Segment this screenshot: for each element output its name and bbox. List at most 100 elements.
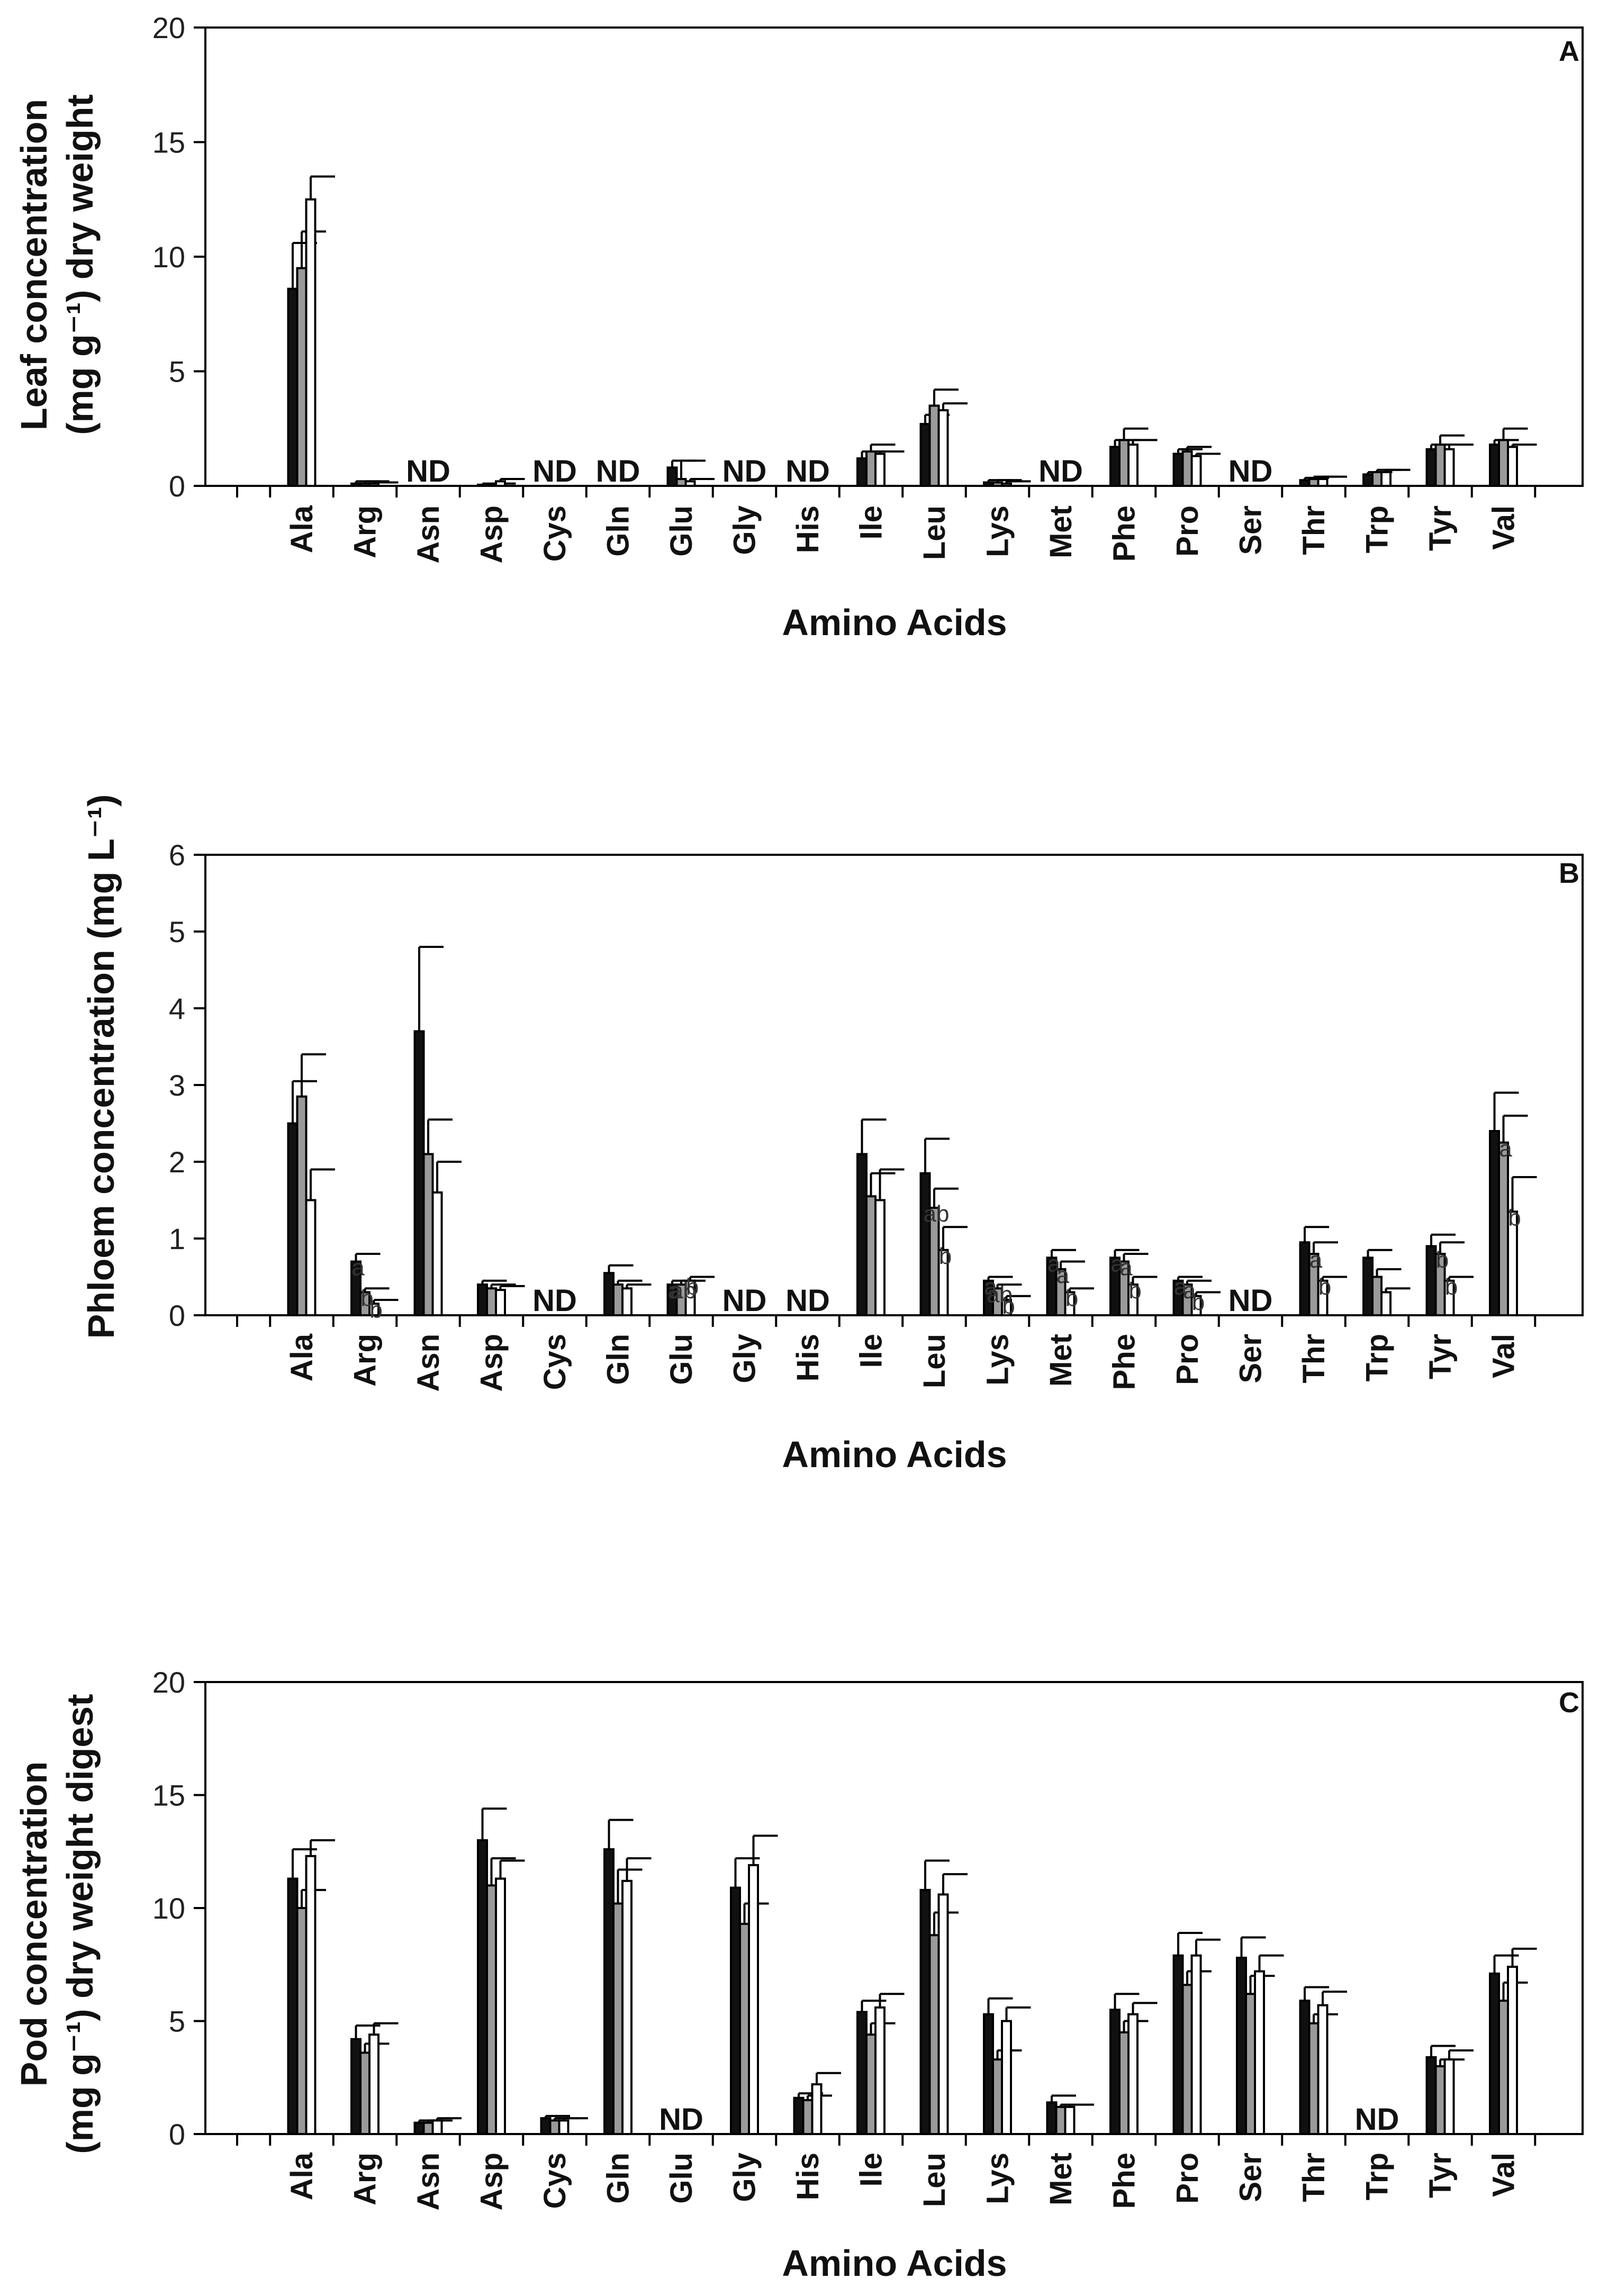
panel-a-ytick-label: 10 [152, 240, 185, 274]
panel-b-significance-letter: b [360, 1286, 373, 1312]
panel-b-bar-series3 [1380, 1291, 1392, 1316]
panel-c-bar-series1 [477, 1839, 488, 2135]
panel-b-bar-series3 [874, 1199, 886, 1316]
panel-a-bar-series3 [1001, 482, 1012, 487]
panel-a-bar-series3 [1127, 444, 1139, 487]
panel-a-category-label: Asn [411, 505, 446, 564]
panel-b-significance-letter: b [369, 1297, 382, 1323]
panel-c-bar-series2 [928, 1934, 940, 2135]
panel-b-category-label: Met [1044, 1334, 1078, 1387]
panel-b-bar-series1 [1489, 1130, 1500, 1316]
panel-c-bar-series3 [874, 2006, 886, 2135]
panel-a-bar-series2 [1181, 450, 1193, 487]
panel-c-category-label: Trp [1360, 2153, 1395, 2200]
panel-a-bar-series1 [350, 482, 362, 487]
panel-b-category-label: Tyr [1423, 1334, 1458, 1379]
panel-c-bar-series1 [603, 1848, 615, 2135]
panel-c-category-label: Ser [1234, 2153, 1268, 2202]
panel-c-bar-series2 [549, 2119, 561, 2135]
panel-c-bar-series1 [919, 1888, 931, 2136]
panel-b-bar-series3 [431, 1191, 443, 1316]
panel-c-nd-label: ND [1355, 2102, 1399, 2137]
panel-a-category-label: Ile [854, 505, 889, 540]
panel-a-bar-series2 [359, 482, 371, 487]
panel-c-bar-series2 [1434, 2065, 1446, 2135]
panel-a-category-label: Lys [981, 505, 1015, 557]
panel-b-category-label: Gln [601, 1334, 636, 1385]
panel-b-significance-letter: a [1119, 1255, 1133, 1281]
panel-a-bar-series2 [865, 450, 877, 487]
panel-c-category-label: Gly [728, 2153, 762, 2202]
panel-b-category-label: Glu [664, 1334, 699, 1385]
panel-c-bar-series1 [350, 2038, 362, 2135]
panel-b-bar-series2 [1371, 1276, 1383, 1316]
panel-b-ytick-label: 1 [169, 1222, 185, 1255]
panel-b-significance-letter: ab [671, 1278, 697, 1304]
panel-b-significance-letter: a [351, 1255, 365, 1281]
panel-a-category-label: Cys [538, 505, 572, 562]
panel-c-bar-series3 [937, 1893, 949, 2135]
panel-b-bar-series3 [305, 1199, 317, 1316]
panel-a-bar-series3 [305, 198, 317, 487]
panel-c-bar-series1 [983, 2013, 994, 2135]
panel-c-bar-series2 [865, 2033, 877, 2136]
panel-b-ytick-label: 2 [169, 1145, 185, 1179]
panel-c-bar-series1 [856, 2011, 868, 2135]
panel-a-frame [204, 26, 1584, 487]
panel-a-bar-series3 [1443, 448, 1455, 487]
panel-a-bar-series3 [684, 480, 696, 487]
panel-c-category-label: Glu [664, 2153, 699, 2204]
panel-b-bar-series3 [495, 1289, 506, 1316]
panel-c-bar-series3 [748, 1864, 759, 2136]
panel-c-category-label: Asp [475, 2153, 509, 2211]
panel-a-bar-series2 [1434, 444, 1446, 487]
panel-c-bar-series1 [1299, 2000, 1311, 2136]
panel-c-bar-series2 [422, 2121, 434, 2135]
panel-c-bar-series3 [431, 2119, 443, 2135]
panel-a-nd-label: ND [1228, 454, 1273, 489]
panel-c-category-label: Ala [285, 2152, 319, 2200]
panel-a-bar-series1 [477, 483, 488, 487]
panel-b-category-label: His [791, 1334, 825, 1381]
panel-b-ytick-label: 3 [169, 1069, 185, 1102]
panel-a-bar-series3 [1317, 478, 1329, 487]
panel-b-significance-letter: b [939, 1243, 952, 1269]
panel-a-nd-label: ND [785, 454, 830, 489]
panel-c-ytick-label: 5 [169, 2005, 185, 2038]
panel-c-category-label: Pro [1170, 2153, 1205, 2204]
panel-a-bar-series3 [874, 453, 886, 487]
panel-c-bar-series1 [1425, 2056, 1437, 2136]
panel-a-ytick-label: 15 [152, 126, 185, 159]
panel-c-frame [204, 1681, 1584, 2135]
panel-a-bar-series2 [486, 483, 497, 487]
panel-b-bar-series1 [477, 1283, 488, 1316]
panel-b-bar-series1 [1362, 1257, 1374, 1316]
panel-b-bar-series1 [919, 1172, 931, 1316]
panel-b-significance-letter: a [1183, 1278, 1196, 1304]
panel-c-xlabel: Amino Acids [782, 2243, 1007, 2284]
panel-b-category-label: Pro [1170, 1334, 1205, 1385]
panel-c-chart: C Pod concentration (mg g⁻¹) dry weight … [13, 1666, 1584, 2284]
panel-c-bar-series1 [413, 2121, 425, 2135]
panel-a-bar-series2 [1371, 471, 1383, 487]
panel-c-bar-series3 [1443, 2058, 1455, 2136]
panel-a-nd-label: ND [722, 454, 767, 489]
panel-b-significance-letter: a [1499, 1136, 1512, 1162]
panel-c-category-label: Ile [854, 2153, 889, 2187]
panel-a-bar-series3 [937, 409, 949, 487]
panel-b-bar-series1 [1299, 1241, 1311, 1316]
panel-b-ytick-label: 5 [169, 915, 185, 948]
panel-c-category-label: His [791, 2153, 825, 2200]
panel-c-category-label: Gln [601, 2153, 636, 2204]
panel-b-nd-label: ND [532, 1283, 577, 1318]
panel-b-significance-letter: b [1436, 1247, 1449, 1273]
panel-b-significance-letter: b [1192, 1289, 1205, 1315]
panel-c-bar-series2 [296, 1907, 308, 2135]
panel-a-category-label: Ala [285, 505, 319, 553]
panel-b-bar-series1 [603, 1272, 615, 1316]
panel-b-category-label: Asn [411, 1334, 446, 1392]
panel-c-bar-series1 [540, 2117, 552, 2136]
panel-a-category-label: Gln [601, 505, 636, 557]
panel-c-ytick-label: 15 [152, 1779, 185, 1812]
